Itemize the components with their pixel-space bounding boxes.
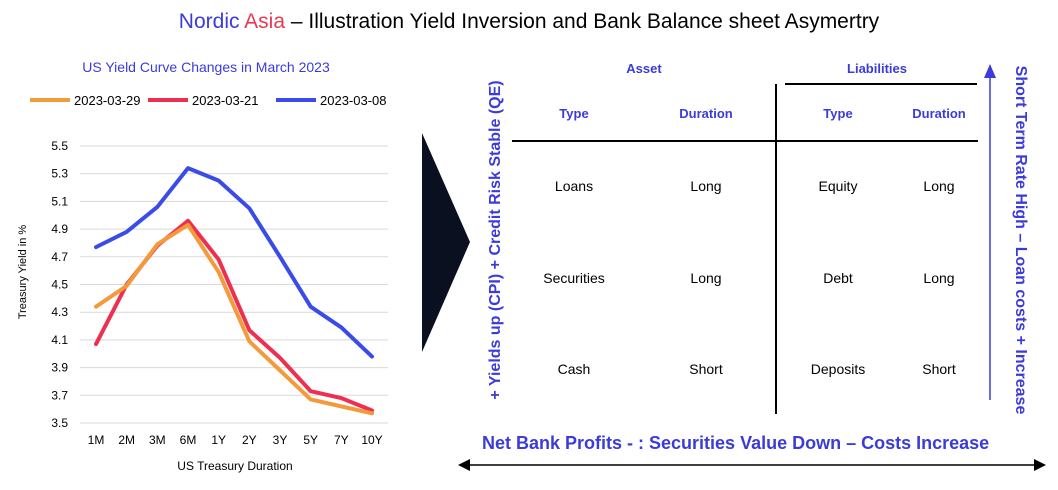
x-tick-label: 3M [149,433,166,447]
row-securities-liab-type: Debt [823,270,853,286]
y-tick-label: 4.7 [51,250,68,264]
x-tick-label: 1Y [211,433,226,447]
legend-label: 2023-03-21 [192,93,259,108]
brand-name-asia: Asia [244,10,286,33]
y-tick-label: 4.9 [51,222,68,236]
x-tick-label: 2M [118,433,135,447]
x-tick-label: 10Y [361,433,382,447]
row-cash-liab-type: Deposits [810,361,866,377]
x-tick-label: 6M [180,433,197,447]
row-loans-asset-type: Loans [554,178,594,194]
liab-duration-header: Duration [912,106,966,121]
net-bank-profits-label: Net Bank Profits - : Securities Value Do… [482,433,990,453]
y-tick-label: 4.3 [51,305,68,319]
yield-curve-chart: US Yield Curve Changes in March 2023 2023… [17,59,388,473]
row-loans-liab-duration: Long [923,178,955,194]
legend-label: 2023-03-08 [320,93,387,108]
row-securities-asset-duration: Long [690,270,722,286]
x-tick-label: 2Y [242,433,257,447]
liabilities-header: Liabilities [847,61,907,76]
y-tick-label: 4.1 [51,333,68,347]
left-arrow-icon [458,459,470,471]
y-tick-label: 5.5 [51,139,68,153]
chart-title: US Yield Curve Changes in March 2023 [82,59,330,75]
row-cash-asset-type: Cash [557,361,591,377]
row-securities-asset-type: Securities [543,270,605,286]
y-tick-label: 3.5 [51,416,68,430]
y-tick-label: 5.1 [51,194,68,208]
liab-type-header: Type [823,106,853,121]
y-tick-label: 3.7 [51,388,68,402]
row-cash-liab-duration: Short [922,361,956,377]
x-tick-label: 1M [88,433,105,447]
row-cash-asset-duration: Short [689,361,723,377]
header-rule-bottom [512,140,978,142]
row-loans-asset-duration: Long [690,178,722,194]
asset-duration-header: Duration [679,106,733,121]
row-securities-liab-duration: Long [923,270,955,286]
x-tick-label: 3Y [273,433,288,447]
legend-label: 2023-03-29 [74,93,141,108]
page-title-text: – Illustration Yield Inversion and Bank … [285,10,880,33]
row-loans-liab-type: Equity [818,178,858,194]
x-axis-label: US Treasury Duration [177,459,292,473]
page-title: Nordic Asia – Illustration Yield Inversi… [0,10,1058,34]
y-axis-label: Treasury Yield in % [17,225,29,320]
right-arrow-icon [1034,459,1046,471]
asset-type-header: Type [559,106,589,121]
asset-header: Asset [626,61,662,76]
up-arrow-icon [984,64,996,78]
header-rule-top [785,83,977,85]
x-tick-label: 7Y [334,433,349,447]
y-tick-label: 3.9 [51,361,68,375]
series-line-2023-03-29 [94,222,374,416]
arrowhead-shape [422,133,470,352]
series-line-2023-03-08 [94,166,374,359]
y-tick-label: 4.5 [51,278,68,292]
y-tick-label: 5.3 [51,167,68,181]
brand-name-nordic: Nordic [178,10,240,33]
table-vertical-divider [775,84,777,414]
x-tick-label: 5Y [303,433,318,447]
